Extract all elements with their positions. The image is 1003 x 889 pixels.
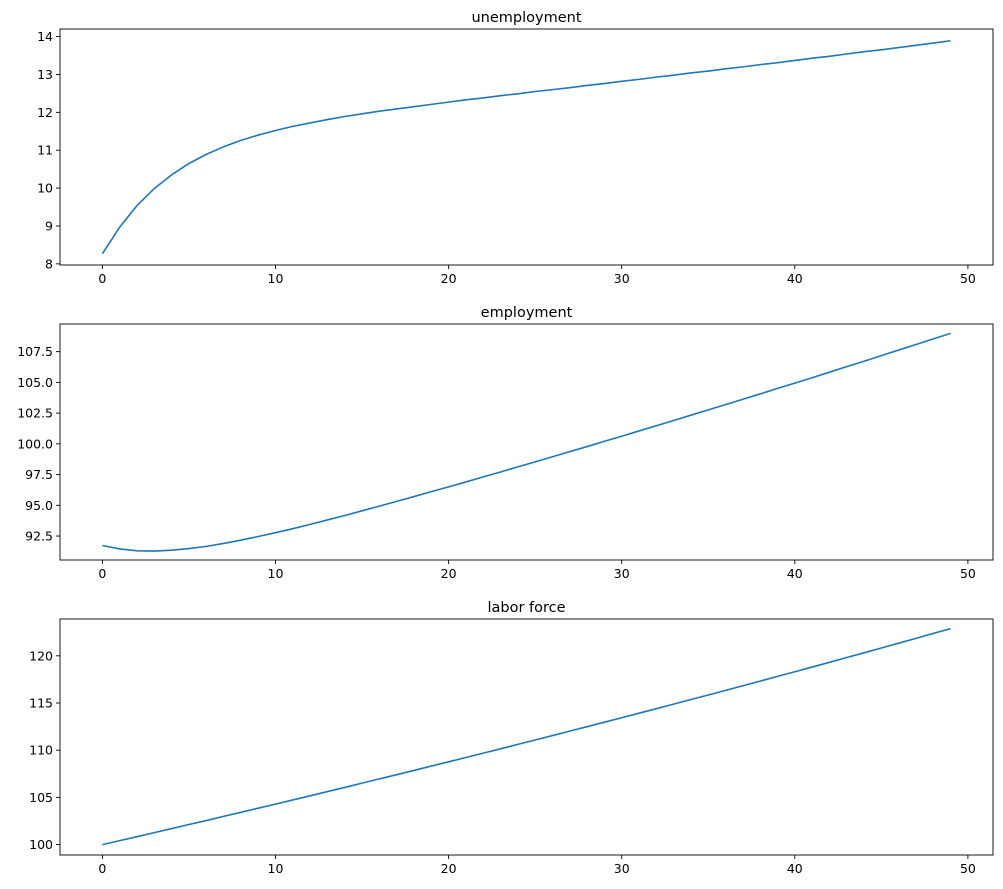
x-tick-label: 30 (614, 271, 630, 286)
subplot-unemployment: unemployment 0 10 20 30 40 50 8 9 10 11 12 13 14 (37, 10, 994, 286)
series-line (102, 332, 951, 552)
y-tick-label: 100.0 (17, 436, 53, 451)
subplot-title: employment (481, 305, 573, 321)
y-tick-label: 110 (29, 743, 53, 758)
series-line (101, 39, 951, 255)
y-tick-label: 102.5 (17, 406, 53, 421)
y-tick-label: 9 (45, 218, 53, 233)
x-tick-label: 40 (787, 861, 803, 876)
x-tick-label: 0 (98, 861, 106, 876)
x-tick-label: 50 (960, 566, 976, 581)
subplot-title: unemployment (471, 10, 581, 26)
y-tick-label: 12 (37, 105, 53, 120)
x-tick-label: 30 (614, 566, 630, 581)
x-tick-label: 30 (614, 861, 630, 876)
y-tick-label: 92.5 (25, 529, 53, 544)
y-tick-label: 95.0 (25, 498, 53, 513)
x-tick-label: 10 (268, 861, 284, 876)
y-tick-label: 105.0 (17, 375, 53, 390)
y-tick-label: 115 (29, 696, 53, 711)
y-tick-label: 120 (29, 648, 53, 663)
y-tick-label: 105 (29, 790, 53, 805)
y-tick-label: 10 (37, 181, 53, 196)
x-tick-label: 40 (787, 271, 803, 286)
axes-frame (59, 618, 994, 856)
x-tick-label: 10 (268, 566, 284, 581)
y-tick-label: 11 (37, 143, 53, 158)
x-tick-label: 20 (441, 566, 457, 581)
subplot-employment: employment 0 10 20 30 40 50 92.5 95.0 97.5 100.0 10… (17, 305, 994, 581)
x-tick-label: 50 (960, 861, 976, 876)
y-tick-label: 107.5 (17, 344, 53, 359)
y-tick-label: 14 (37, 29, 53, 44)
x-tick-label: 50 (960, 271, 976, 286)
x-tick-label: 10 (268, 271, 284, 286)
x-tick-label: 0 (98, 566, 106, 581)
y-tick-label: 8 (45, 256, 53, 271)
subplot-labor-force: labor force 0 10 20 30 40 50 100 105 110 115 120 (29, 600, 994, 876)
x-tick-label: 0 (98, 271, 106, 286)
subplot-title: labor force (487, 600, 565, 616)
y-tick-label: 97.5 (25, 467, 53, 482)
axes-frame (59, 323, 994, 561)
axes-frame (59, 28, 994, 266)
x-tick-label: 20 (441, 271, 457, 286)
x-tick-label: 20 (441, 861, 457, 876)
series-line (102, 627, 951, 846)
y-tick-label: 13 (37, 67, 53, 82)
x-tick-label: 40 (787, 566, 803, 581)
y-tick-label: 100 (29, 837, 53, 852)
